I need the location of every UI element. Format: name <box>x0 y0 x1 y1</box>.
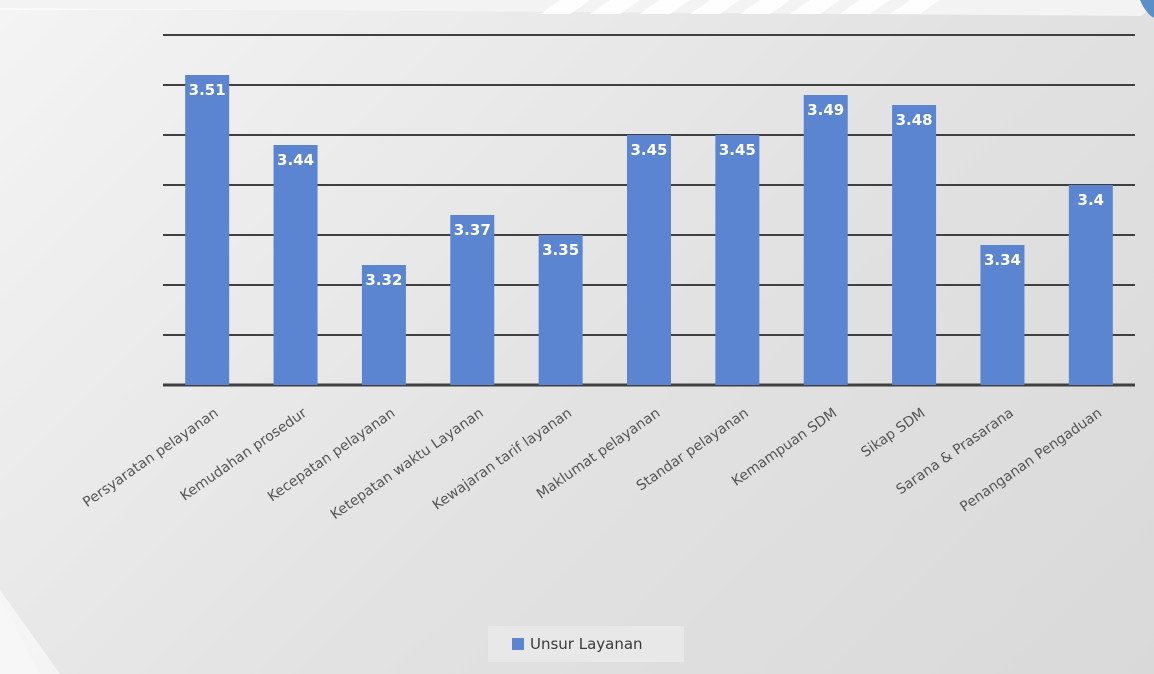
legend-swatch <box>512 638 524 650</box>
data-label: 3.45 <box>719 141 756 159</box>
data-label: 3.48 <box>896 111 933 129</box>
category-label: Sikap SDM <box>858 405 928 461</box>
bar <box>361 265 406 385</box>
bar <box>1068 185 1113 385</box>
bar <box>627 135 671 385</box>
bar <box>980 245 1025 385</box>
legend-label: Unsur Layanan <box>530 635 643 653</box>
bar <box>450 215 495 385</box>
bar <box>273 145 318 385</box>
bar <box>803 95 848 385</box>
category-label: Penanganan Pengaduan <box>957 405 1105 515</box>
bars <box>185 75 1113 385</box>
data-labels: 3.51 3.44 3.32 3.37 3.35 3.45 3.45 3.49 3.48 3.34… <box>189 81 1104 289</box>
data-label: 3.4 <box>1078 191 1105 209</box>
data-label: 3.44 <box>277 151 314 169</box>
data-label: 3.37 <box>454 221 491 239</box>
bar <box>892 105 937 385</box>
data-label: 3.35 <box>542 241 579 259</box>
bar <box>185 75 230 385</box>
data-label: 3.49 <box>807 101 844 119</box>
data-label: 3.32 <box>365 271 402 289</box>
legend: Unsur Layanan <box>488 626 684 662</box>
data-label: 3.34 <box>984 251 1021 269</box>
data-label: 3.51 <box>189 81 226 99</box>
category-label: Kewajaran tarif layanan <box>430 405 575 513</box>
bar <box>538 235 583 385</box>
corner-accent-shape <box>1140 0 1154 18</box>
category-label: Ketepatan waktu Layanan <box>328 405 487 523</box>
data-label: 3.45 <box>630 141 667 159</box>
bar <box>715 135 760 385</box>
